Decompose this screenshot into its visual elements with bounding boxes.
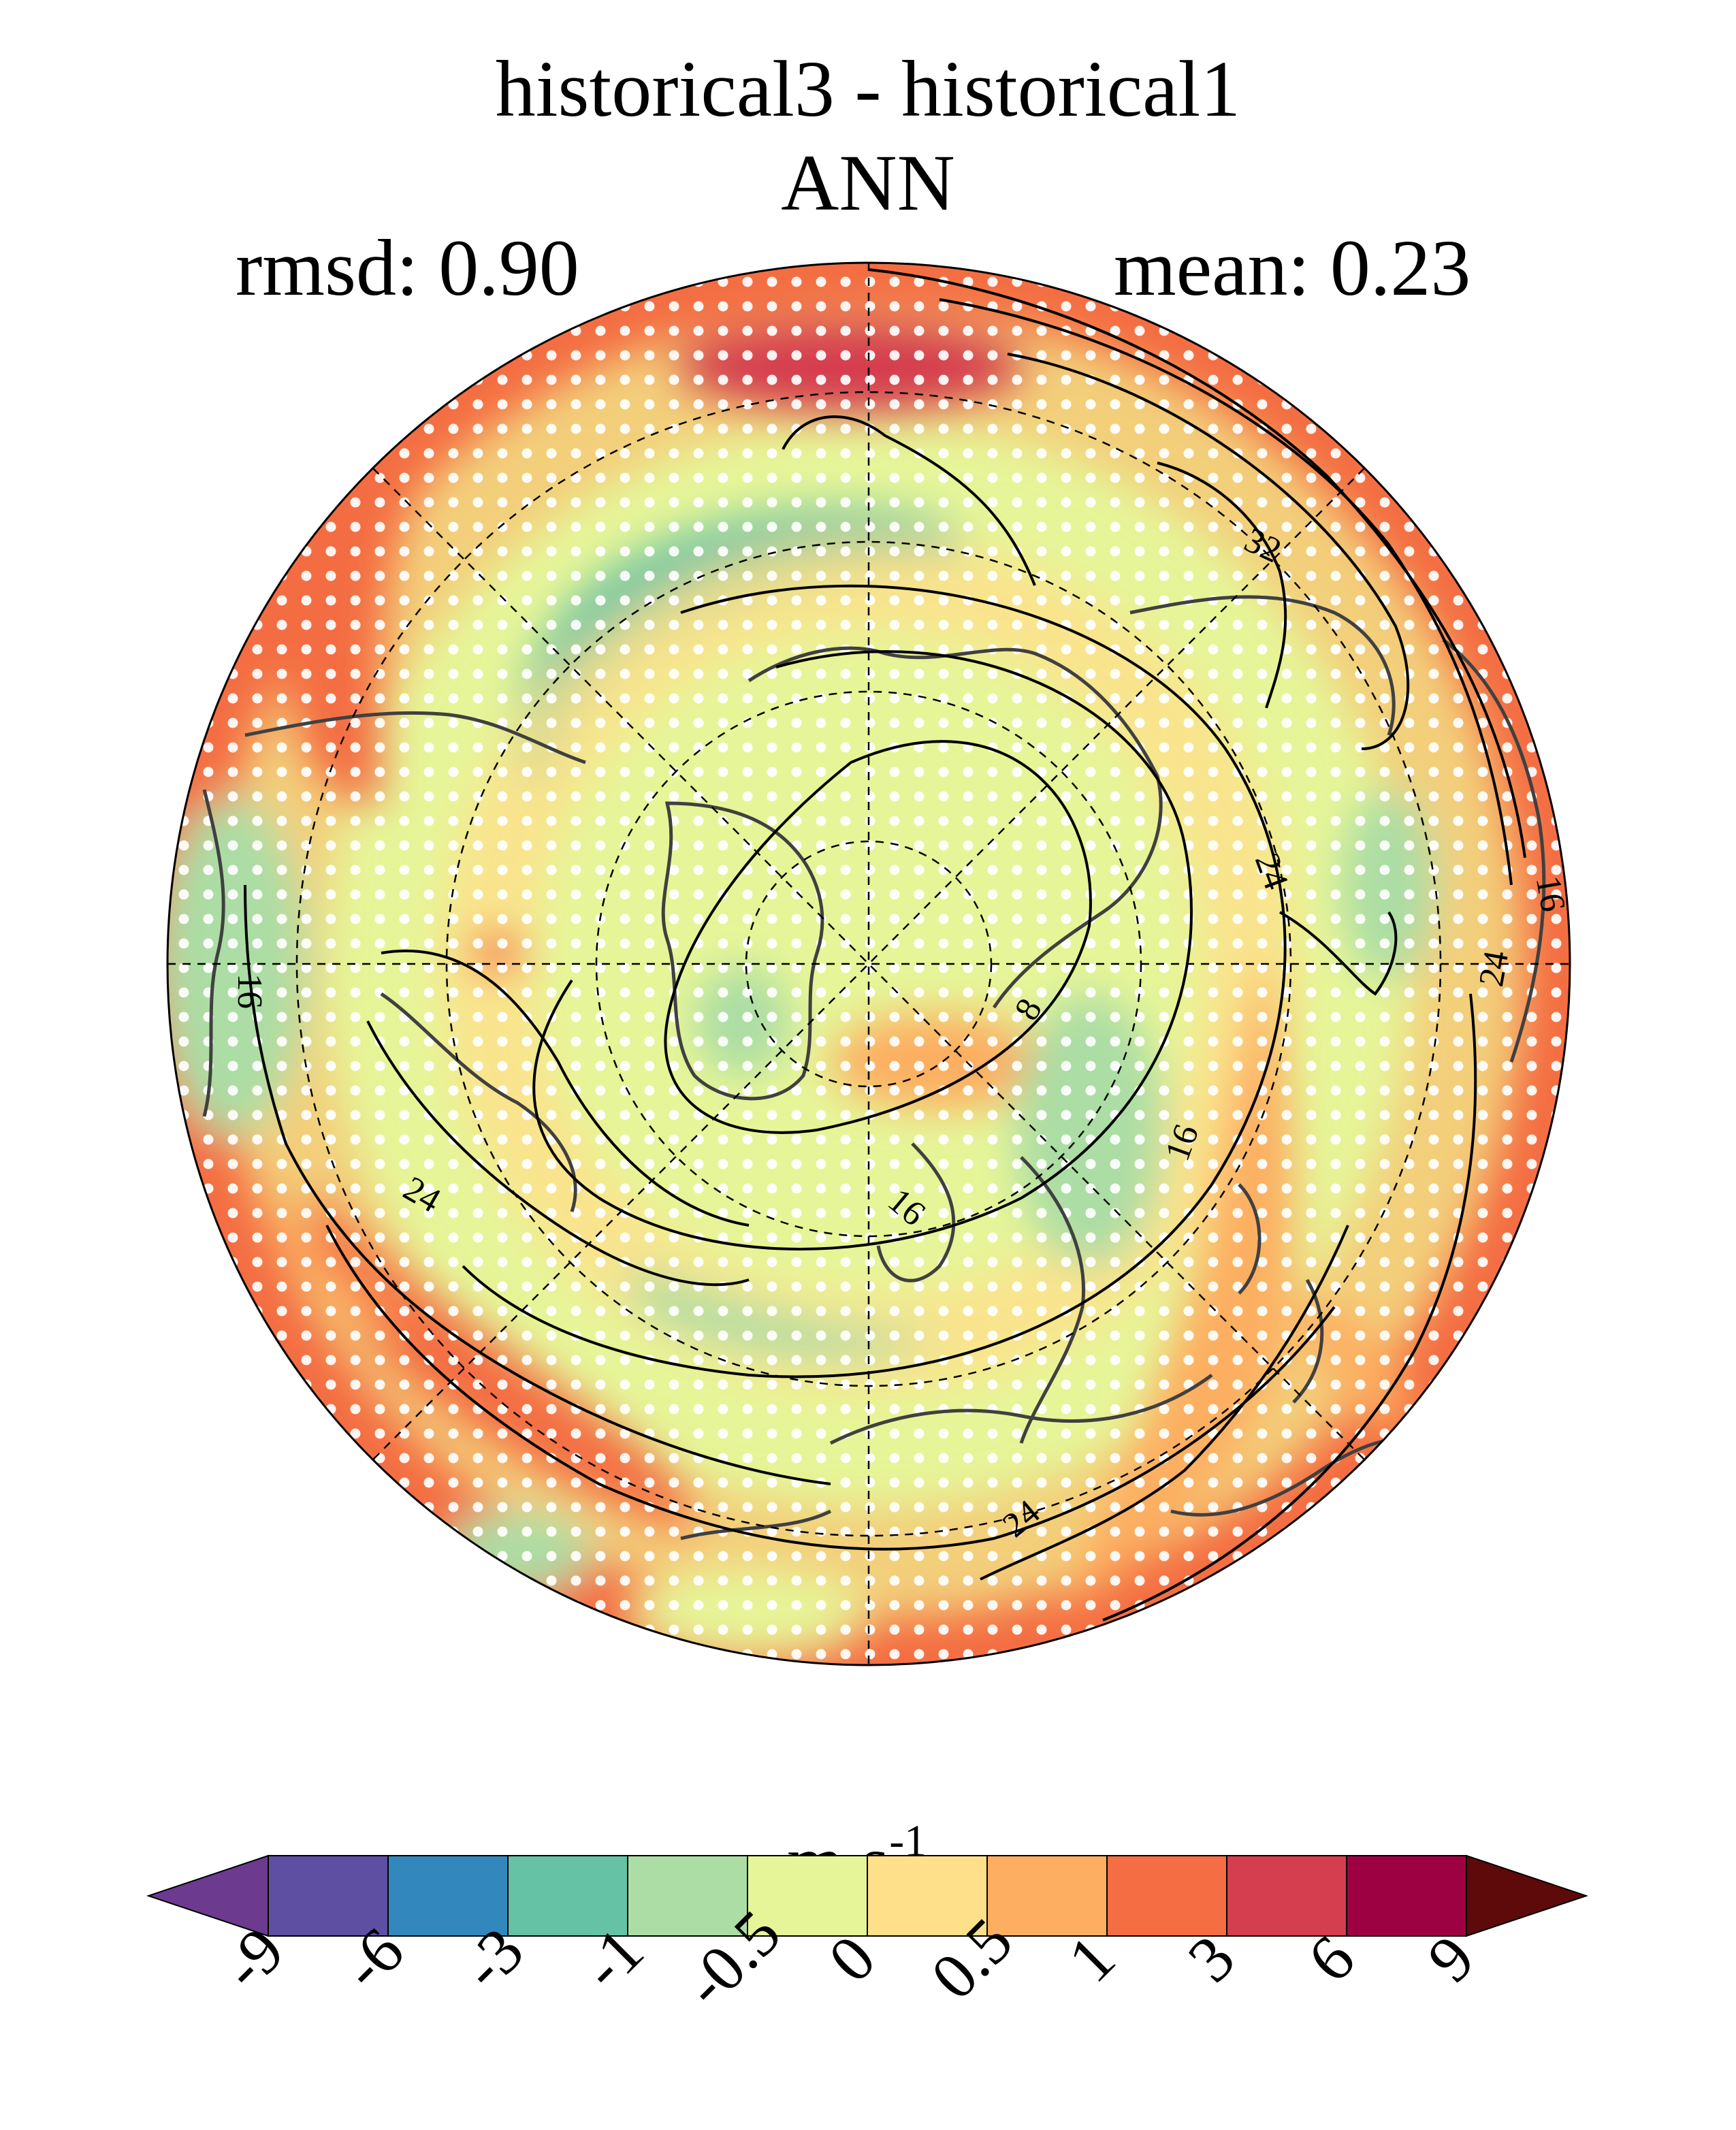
plot-subtitle: ANN xyxy=(781,138,955,227)
colorbar-box xyxy=(986,1855,1108,1937)
contour-label: 24 xyxy=(1472,948,1516,989)
colorbar-over-triangle xyxy=(1466,1854,1589,1937)
colorbar-boxes xyxy=(146,1854,1589,1937)
colorbar-box xyxy=(1106,1855,1227,1937)
mean-label: mean: 0.23 xyxy=(1114,223,1471,312)
colorbar-box xyxy=(867,1855,988,1937)
plot-title: historical3 - historical1 xyxy=(495,44,1241,133)
colorbar-box xyxy=(627,1855,748,1937)
graticule xyxy=(167,263,1570,1665)
polar-map: 32 24 16 8 16 24 16 24 16 24 xyxy=(166,261,1573,1666)
colorbar-box xyxy=(747,1855,868,1937)
contour-label: 16 xyxy=(230,973,269,1009)
coastlines xyxy=(202,595,1546,1540)
colorbar-box xyxy=(387,1855,509,1937)
rmsd-label: rmsd: 0.90 xyxy=(236,223,579,312)
contour-lines xyxy=(244,268,1526,1621)
colorbar-box xyxy=(1226,1855,1347,1937)
map-boundary xyxy=(166,261,1571,1666)
colorbar-box xyxy=(1346,1855,1467,1937)
colorbar-box xyxy=(268,1855,389,1937)
colorbar-box xyxy=(507,1855,628,1937)
